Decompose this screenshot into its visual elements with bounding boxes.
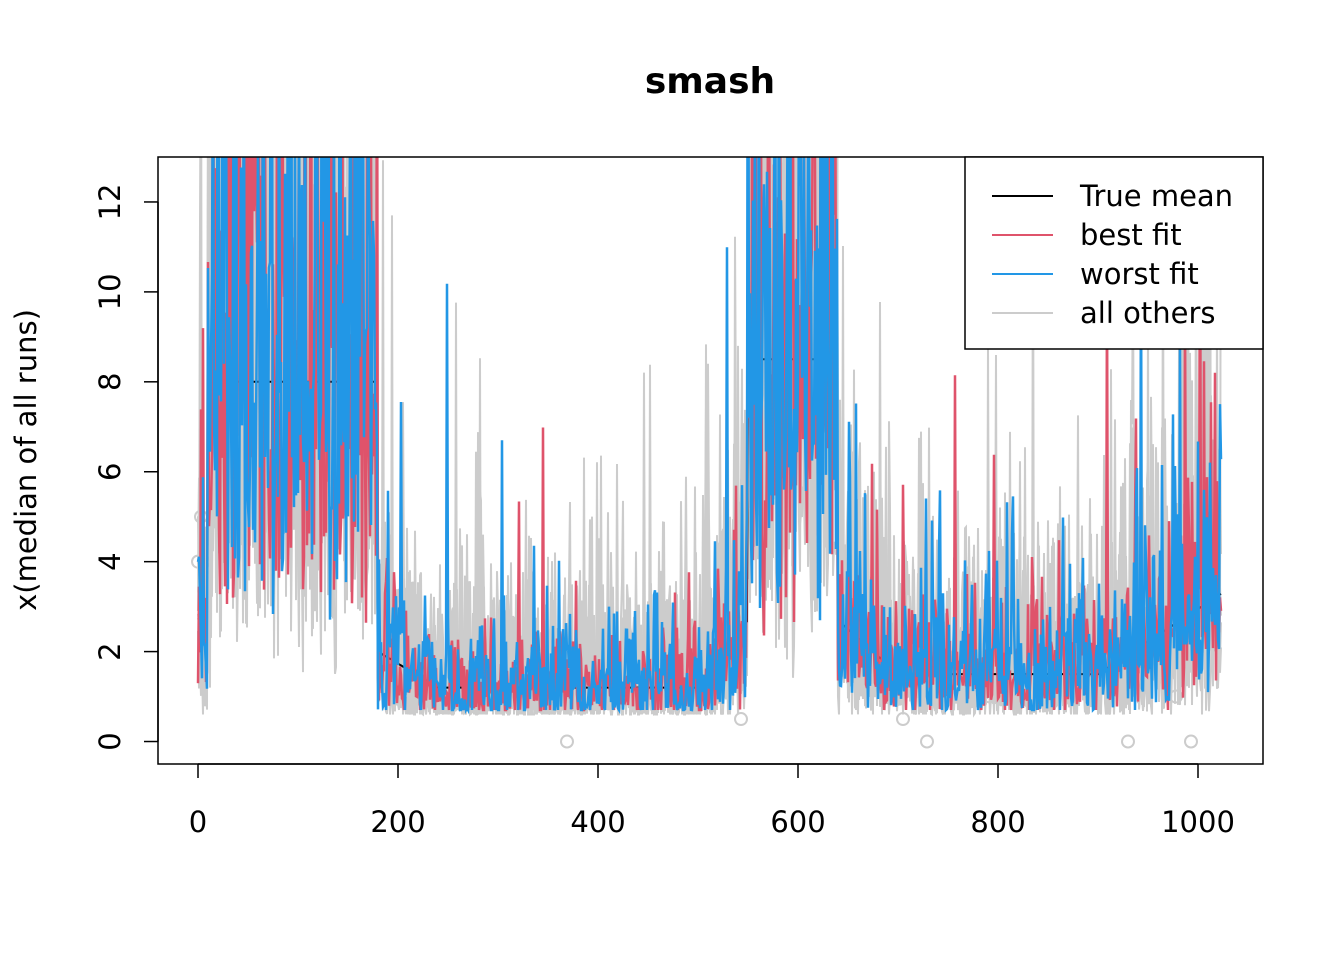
- legend-label: best fit: [1080, 218, 1182, 252]
- legend-box: [964, 156, 1264, 350]
- y-tick-label: 0: [93, 732, 127, 750]
- legend-label: all others: [1080, 296, 1215, 330]
- y-axis-label: x(median of all runs): [9, 309, 43, 611]
- legend: True mean best fit worst fit all others: [964, 156, 1264, 350]
- worst-fit-line: [196, 157, 1223, 715]
- observed-point: [1184, 734, 1198, 749]
- data-layer: [191, 157, 1223, 749]
- y-tick-label: 4: [93, 552, 127, 570]
- y-tick-label: 12: [93, 184, 127, 221]
- x-tick-label: 0: [189, 805, 207, 839]
- observed-point: [896, 712, 910, 727]
- y-tick-label: 10: [93, 273, 127, 310]
- x-tick-label: 200: [370, 805, 425, 839]
- y-tick-label: 2: [93, 642, 127, 660]
- observed-point: [1121, 734, 1135, 749]
- x-tick-label: 1000: [1161, 805, 1235, 839]
- chart-title: smash: [645, 61, 775, 102]
- series-worst-fit: [196, 157, 1223, 715]
- observed-point: [920, 734, 934, 749]
- y-tick-label: 8: [93, 373, 127, 391]
- observed-point: [734, 712, 748, 727]
- y-tick-label: 6: [93, 463, 127, 481]
- legend-label: True mean: [1079, 179, 1233, 213]
- x-axis: 0 200 400 600 800 1000: [189, 763, 1235, 839]
- x-tick-label: 600: [770, 805, 825, 839]
- y-axis: 0 2 4 6 8 10 12: [93, 184, 159, 751]
- legend-label: worst fit: [1080, 257, 1199, 291]
- x-tick-label: 800: [970, 805, 1025, 839]
- x-tick-label: 400: [570, 805, 625, 839]
- observed-point: [560, 734, 574, 749]
